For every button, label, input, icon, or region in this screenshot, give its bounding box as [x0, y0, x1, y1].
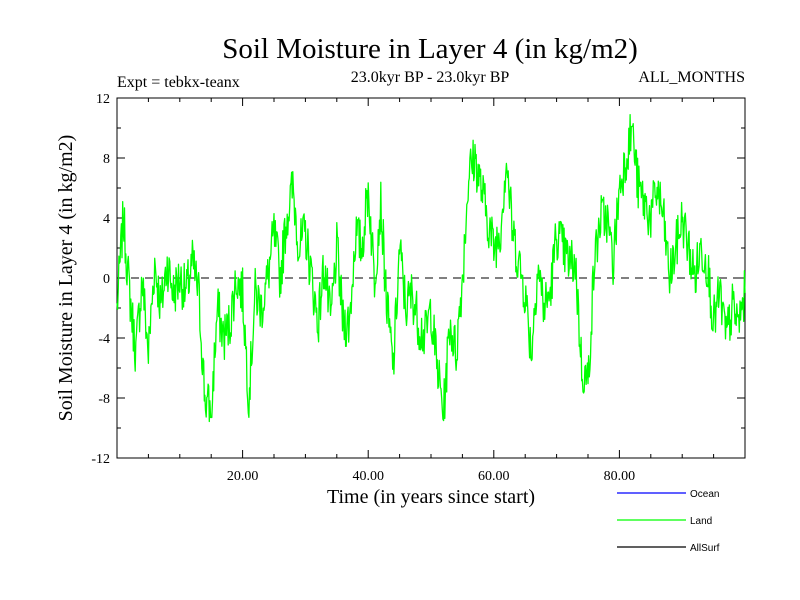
y-tick-label: 8: [103, 152, 110, 167]
experiment-label: Expt = tebkx-teanx: [117, 74, 240, 91]
series-layer: [116, 114, 746, 423]
y-tick-label: -12: [91, 452, 110, 467]
y-tick-label: -4: [98, 332, 110, 347]
y-tick-label: -8: [98, 392, 110, 407]
chart-title: Soil Moisture in Layer 4 (in kg/m2): [222, 33, 638, 65]
legend-label-allsurf: AllSurf: [690, 543, 720, 554]
x-tick-label: 60.00: [478, 469, 510, 484]
y-tick-label: 12: [96, 92, 110, 107]
chart-subtitle: 23.0kyr BP - 23.0kyr BP: [351, 69, 510, 86]
axes: 12 8 4 0 -4 -8 -12 20.00 40.00 60.00 80.00: [91, 92, 746, 484]
legend-label-ocean: Ocean: [690, 489, 719, 500]
x-tick-label: 20.00: [227, 469, 259, 484]
x-axis-label: Time (in years since start): [327, 486, 535, 508]
x-tick-label: 80.00: [604, 469, 636, 484]
legend-label-land: Land: [690, 516, 712, 527]
y-axis-label: Soil Moisture in Layer 4 (in kg/m2): [55, 135, 77, 422]
series-line-land: [116, 114, 746, 423]
months-label: ALL_MONTHS: [638, 69, 745, 86]
legend: Ocean Land AllSurf: [617, 489, 720, 554]
x-tick-label: 40.00: [352, 469, 384, 484]
y-tick-label: 0: [103, 272, 110, 287]
y-tick-label: 4: [103, 212, 110, 227]
